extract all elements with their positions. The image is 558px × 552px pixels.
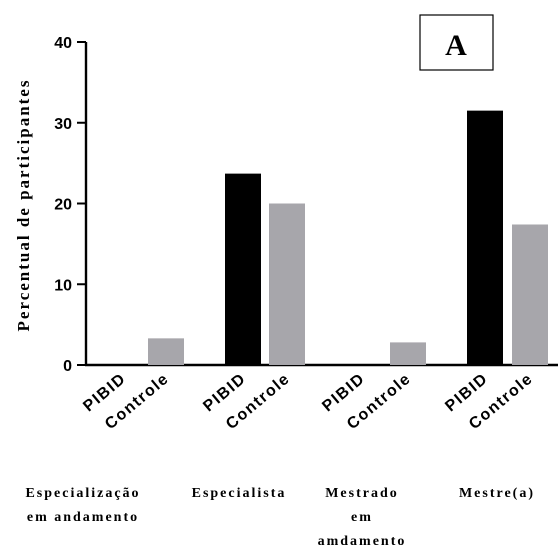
y-axis-label: Percentual de participantes	[14, 79, 33, 332]
bar-controle-0	[148, 338, 184, 365]
bar-pibid-3	[467, 110, 503, 365]
bar-controle-3	[512, 224, 548, 365]
y-tick-label: 10	[54, 277, 72, 294]
group-label-line: Mestrado	[325, 486, 399, 501]
group-label-line: Especialista	[192, 486, 287, 501]
panel-label: A	[445, 29, 467, 62]
bar-pibid-1	[225, 173, 261, 365]
y-tick-label: 40	[54, 35, 72, 52]
y-tick-label: 30	[54, 116, 72, 133]
group-label-line: em andamento	[27, 510, 139, 525]
y-tick-label: 20	[54, 197, 72, 214]
group-label-line: amdamento	[318, 534, 407, 549]
group-label-line: em	[351, 510, 373, 525]
group-label-line: Mestre(a)	[459, 486, 535, 501]
y-tick-label: 0	[63, 358, 72, 375]
bars	[148, 110, 548, 365]
bar-controle-2	[390, 342, 426, 365]
group-label-line: Especialização	[25, 486, 140, 501]
panel-label-box: A	[419, 14, 494, 71]
bar-controle-1	[269, 203, 305, 365]
